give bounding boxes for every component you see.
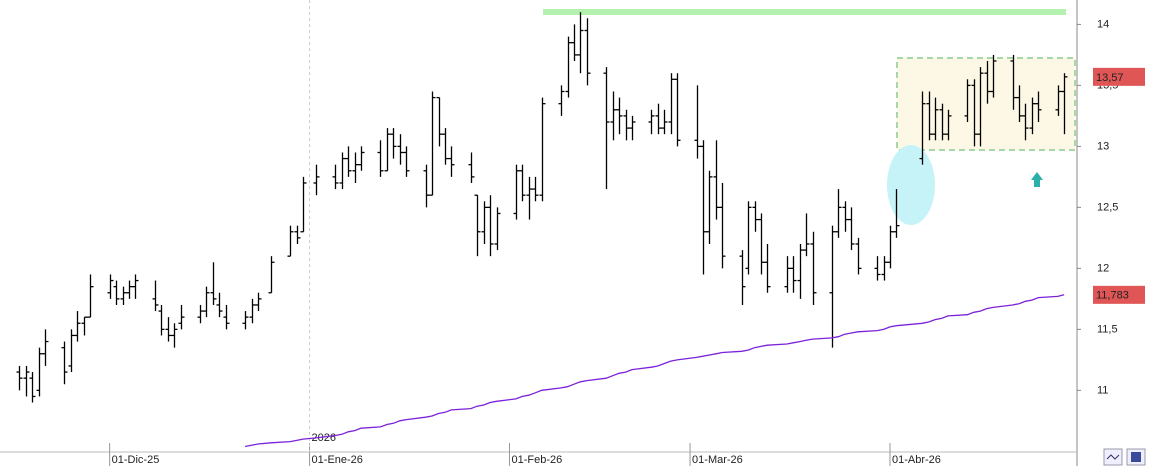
price-tag-label: 11,783 [1096, 290, 1129, 302]
y-tick-label: 13 [1097, 140, 1109, 152]
toolbar-icon [1106, 454, 1120, 460]
up-arrow [1031, 172, 1043, 187]
x-tick-label: 01-Abr-26 [892, 454, 941, 466]
moving-average [244, 294, 1065, 448]
toolbar-icon [1131, 452, 1141, 462]
y-tick-label: 11,5 [1097, 323, 1118, 335]
year-label: 2026 [312, 432, 336, 444]
price-tag [1093, 285, 1145, 304]
highlight-ellipse [887, 145, 935, 225]
y-tick-label: 12 [1097, 262, 1109, 274]
price-tag [1093, 67, 1145, 86]
y-tick-label: 14 [1097, 18, 1109, 30]
y-tick-label: 11 [1097, 384, 1108, 396]
x-tick-label: 01-Feb-26 [511, 454, 562, 466]
x-tick-label: 01-Ene-26 [312, 454, 363, 466]
y-tick-label: 12,5 [1097, 201, 1118, 213]
x-tick-label: 01-Dic-25 [112, 454, 160, 466]
x-tick-label: 01-Mar-26 [692, 454, 743, 466]
price-tag-label: 13,57 [1096, 72, 1124, 84]
